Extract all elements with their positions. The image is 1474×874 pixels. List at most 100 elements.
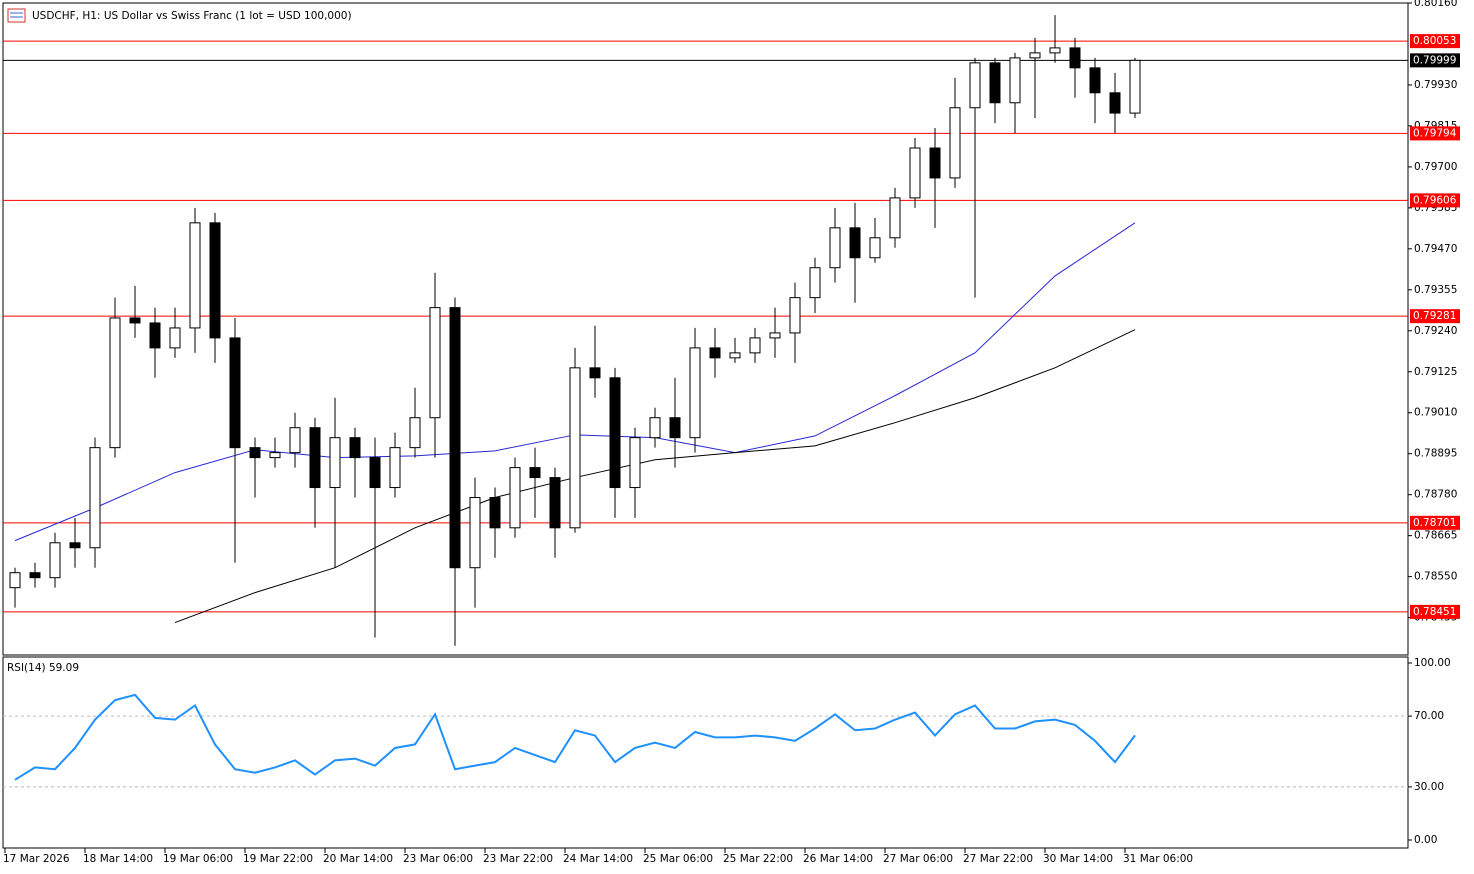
candle-body xyxy=(609,377,621,489)
candle-body xyxy=(209,222,221,339)
y-tick-label: 0.78780 xyxy=(1414,489,1457,501)
candle-body xyxy=(1029,52,1041,59)
candle-body xyxy=(449,307,461,569)
candle-body xyxy=(909,147,921,199)
candle-body xyxy=(409,417,421,449)
x-tick-label: 27 Mar 22:00 xyxy=(963,853,1033,865)
rsi-y-tick-label: 70.00 xyxy=(1414,710,1444,722)
x-tick-label: 23 Mar 22:00 xyxy=(483,853,553,865)
candle-body xyxy=(1129,59,1141,114)
candle-body xyxy=(629,437,641,489)
level-label: 0.80053 xyxy=(1413,35,1456,47)
candle-body xyxy=(29,572,41,579)
candle-body xyxy=(349,437,361,459)
x-tick-label: 23 Mar 06:00 xyxy=(403,853,473,865)
rsi-y-tick-label: 0.00 xyxy=(1414,834,1437,846)
candle-body xyxy=(849,227,861,259)
candle-body xyxy=(789,297,801,334)
candle-body xyxy=(269,452,281,459)
rsi-y-tick-label: 100.00 xyxy=(1414,657,1451,669)
candle-body xyxy=(109,317,121,449)
x-tick-label: 20 Mar 14:00 xyxy=(323,853,393,865)
symbol-icon xyxy=(7,8,26,23)
level-label: 0.79281 xyxy=(1413,310,1456,322)
candle-body xyxy=(329,437,341,489)
candle-body xyxy=(189,222,201,329)
level-label-box xyxy=(1410,604,1460,619)
current-price-label: 0.79999 xyxy=(1413,54,1456,66)
candle-body xyxy=(809,267,821,299)
candle-body xyxy=(989,62,1001,104)
candle-body xyxy=(669,417,681,439)
level-label-box xyxy=(1410,34,1460,49)
current-price-box xyxy=(1410,53,1460,68)
x-tick-label: 18 Mar 14:00 xyxy=(83,853,153,865)
rsi-line xyxy=(14,693,1136,781)
y-tick-label: 0.79700 xyxy=(1414,161,1457,173)
x-tick-label: 24 Mar 14:00 xyxy=(563,853,633,865)
candle-body xyxy=(709,347,721,359)
candle-body xyxy=(1049,47,1061,54)
candle-body xyxy=(889,197,901,239)
y-tick-label: 0.79125 xyxy=(1414,366,1457,378)
candle-body xyxy=(9,572,21,589)
y-tick-label: 0.78895 xyxy=(1414,448,1457,460)
x-tick-label: 30 Mar 14:00 xyxy=(1043,853,1113,865)
candle-body xyxy=(749,337,761,354)
candle-body xyxy=(569,367,581,529)
x-tick-label: 26 Mar 14:00 xyxy=(803,853,873,865)
candle-body xyxy=(249,447,261,459)
x-tick-label: 25 Mar 22:00 xyxy=(723,853,793,865)
candle-body xyxy=(509,467,521,529)
candle-body xyxy=(389,447,401,489)
candle-body xyxy=(729,352,741,359)
rsi-y-tick-label: 30.00 xyxy=(1414,781,1444,793)
candle-body xyxy=(1089,67,1101,94)
y-tick-label: 0.79930 xyxy=(1414,79,1457,91)
candle-body xyxy=(949,107,961,179)
rsi-frame xyxy=(2,656,1409,849)
candle-body xyxy=(69,542,81,549)
candle-body xyxy=(529,467,541,479)
candle-body xyxy=(429,307,441,419)
x-tick-label: 31 Mar 06:00 xyxy=(1123,853,1193,865)
candle-body xyxy=(289,427,301,454)
candle-body xyxy=(829,227,841,269)
y-tick-label: 0.79355 xyxy=(1414,284,1457,296)
x-tick-label: 19 Mar 22:00 xyxy=(243,853,313,865)
level-label-box xyxy=(1410,515,1460,530)
candle-body xyxy=(169,327,181,349)
candle-body xyxy=(1069,47,1081,69)
candle-body xyxy=(49,542,61,579)
y-tick-label: 0.78550 xyxy=(1414,571,1457,583)
candle-body xyxy=(689,347,701,439)
level-label: 0.79794 xyxy=(1413,127,1457,139)
candle-body xyxy=(369,457,381,489)
candle-body xyxy=(309,427,321,489)
level-label-box xyxy=(1410,193,1460,208)
candle-body xyxy=(969,62,981,109)
y-tick-label: 0.79010 xyxy=(1414,407,1457,419)
candle-body xyxy=(229,337,241,449)
level-label: 0.78701 xyxy=(1413,517,1456,529)
candle-body xyxy=(929,147,941,179)
level-label-box xyxy=(1410,309,1460,324)
candle-body xyxy=(489,497,501,529)
candle-body xyxy=(89,447,101,549)
y-tick-label: 0.80160 xyxy=(1414,0,1457,9)
candle-body xyxy=(649,417,661,439)
level-label-box xyxy=(1410,126,1460,141)
x-tick-label: 25 Mar 06:00 xyxy=(643,853,713,865)
candle-body xyxy=(1009,57,1021,104)
x-tick-label: 19 Mar 06:00 xyxy=(163,853,233,865)
candle-body xyxy=(589,367,601,379)
candle-body xyxy=(769,332,781,339)
chart-title: USDCHF, H1: US Dollar vs Swiss Franc (1 … xyxy=(32,10,352,22)
y-tick-label: 0.78665 xyxy=(1414,530,1457,542)
candle-body xyxy=(869,237,881,259)
candle-body xyxy=(129,317,141,324)
candle-body xyxy=(1109,92,1121,114)
